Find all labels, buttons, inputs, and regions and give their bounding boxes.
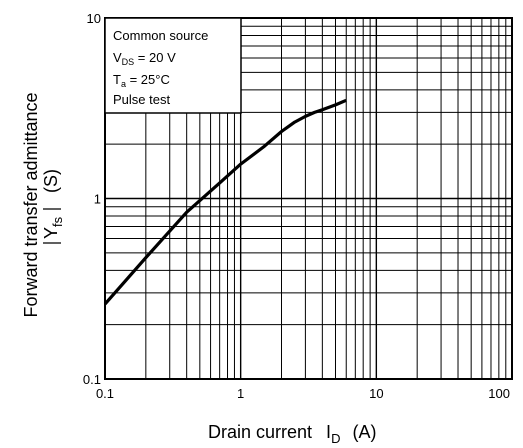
x-axis-title: Drain current ID (A)	[208, 422, 376, 446]
y-axis-title-line-2: Yfs (S)	[41, 169, 65, 244]
annotation-line-4: Pulse test	[113, 92, 170, 107]
x-tick-label: 10	[369, 386, 383, 401]
x-tick-label: 100	[488, 386, 510, 401]
svg-text:Yfs: Yfs	[41, 216, 65, 239]
y-axis-title-line-1: Forward transfer admittance	[21, 92, 41, 317]
x-tick-label: 0.1	[96, 386, 114, 401]
annotation-line-1: Common source	[113, 28, 208, 43]
y-axis-title: Forward transfer admittance Yfs (S)	[21, 92, 65, 317]
tick-labels: 0.1 1 10 100 0.1 1 10	[83, 11, 510, 401]
y-tick-label: 0.1	[83, 372, 101, 387]
svg-text:(S): (S)	[41, 169, 61, 193]
annotation-line-3: Ta = 25°C	[113, 72, 170, 89]
y-tick-label: 1	[94, 192, 101, 207]
annotation-background	[104, 17, 242, 114]
annotation-line-2: VDS = 20 V	[113, 50, 176, 67]
y-tick-label: 10	[87, 11, 101, 26]
x-tick-label: 1	[237, 386, 244, 401]
series-layer	[103, 98, 347, 306]
annotation-box: Common source VDS = 20 V Ta = 25°C Pulse…	[104, 17, 242, 114]
series-line-1	[103, 98, 347, 306]
plot-frame	[104, 17, 513, 380]
